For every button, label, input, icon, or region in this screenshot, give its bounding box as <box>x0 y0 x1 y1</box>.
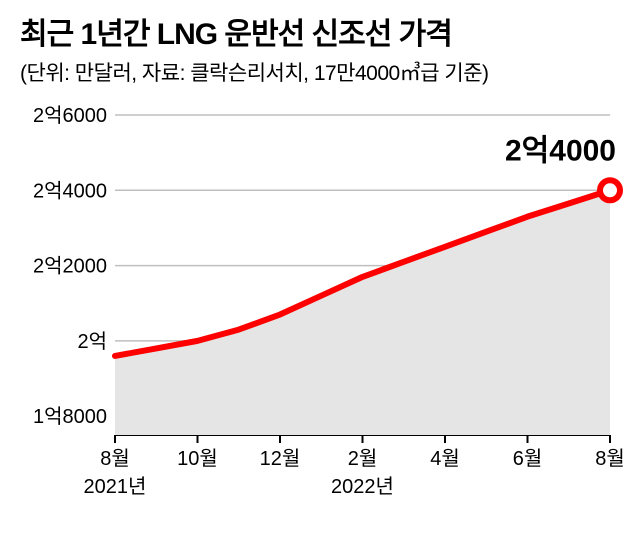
y-tick-label: 2억4000 <box>33 179 107 202</box>
x-tick-label: 10월 <box>177 447 218 470</box>
x-tick-label: 8월 <box>595 447 623 470</box>
x-tick-label: 12월 <box>260 447 301 470</box>
chart-title: 최근 1년간 LNG 운반선 신조선 가격 <box>20 18 623 51</box>
chart-subtitle: (단위: 만달러, 자료: 클락슨리서치, 17만4000㎥급 기준) <box>20 57 623 87</box>
chart-svg: 1억8000 2억 2억2000 2억4000 2억6000 8월 10월 12월 2월 4월 6월… <box>20 95 623 515</box>
y-tick-label: 2억2000 <box>33 255 107 278</box>
x-year-label: 2022년 <box>331 475 394 498</box>
end-marker <box>600 180 620 200</box>
y-tick-label: 1억8000 <box>33 405 107 428</box>
x-tick-label: 2월 <box>348 447 378 470</box>
x-tick-label: 8월 <box>100 447 130 470</box>
x-year-label: 2021년 <box>84 475 147 498</box>
x-tick-label: 4월 <box>430 447 460 470</box>
y-tick-label: 2억6000 <box>33 104 107 127</box>
x-tick-label: 6월 <box>513 447 543 470</box>
chart-container: 1억8000 2억 2억2000 2억4000 2억6000 8월 10월 12월 2월 4월 6월… <box>20 95 623 515</box>
callout-label: 2억4000 <box>505 134 616 167</box>
y-tick-label: 2억 <box>77 330 107 353</box>
